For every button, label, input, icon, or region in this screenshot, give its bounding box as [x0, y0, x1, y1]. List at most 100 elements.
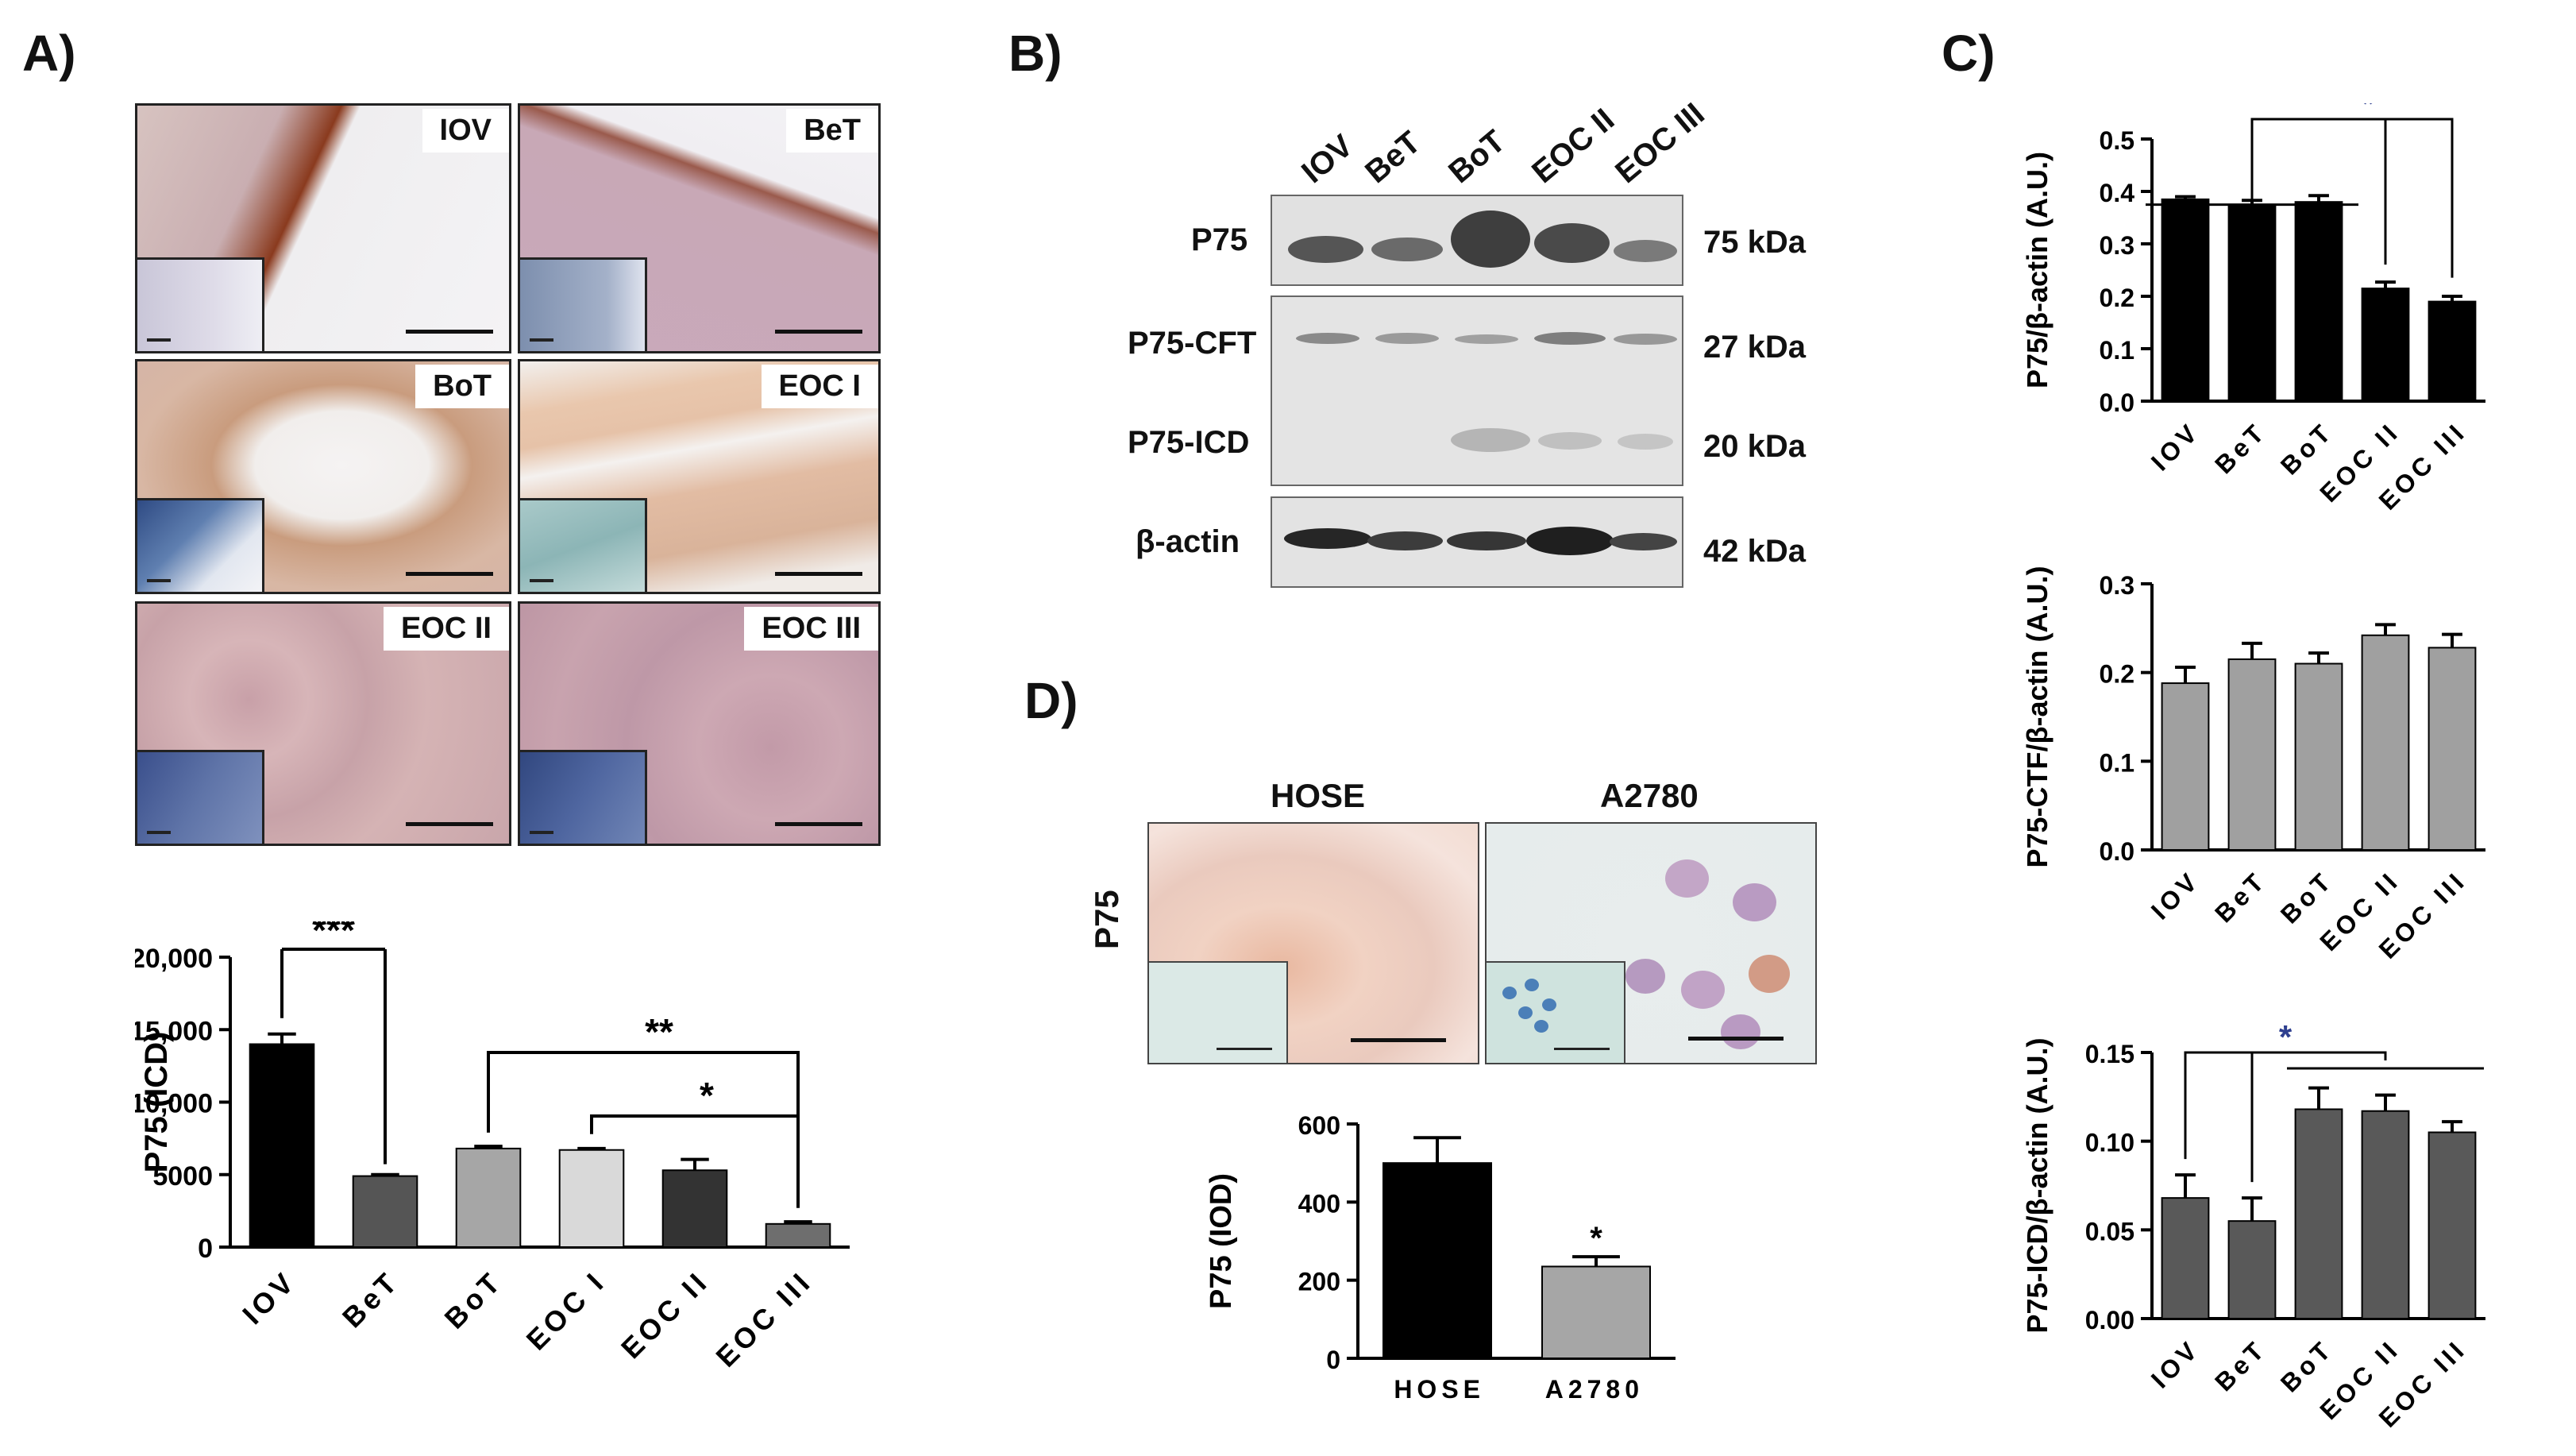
blot-row-label: P75-ICD — [1128, 425, 1250, 460]
panel-letter-c: C) — [1942, 25, 1996, 82]
sig-bracket — [590, 1114, 798, 1134]
bar — [2294, 1108, 2343, 1319]
y-tick-label: 10,000 — [135, 1089, 213, 1119]
micrograph-eoc-ii: EOC II — [135, 601, 511, 846]
y-tick-label: 5000 — [152, 1161, 213, 1191]
micrograph-label: IOV — [422, 109, 509, 153]
blot-row-label: β-actin — [1136, 524, 1240, 559]
bar — [2161, 1197, 2210, 1319]
lane-label: BoT — [1442, 123, 1512, 191]
sig-label: * — [1590, 1221, 1602, 1256]
micrograph-eoc-iii: EOC III — [518, 601, 881, 846]
sig-bracket — [2184, 1051, 2387, 1160]
bar — [765, 1222, 831, 1248]
sig-label: *** — [312, 921, 355, 951]
bar — [1541, 1265, 1651, 1359]
bar — [2294, 201, 2343, 402]
category-label: IOV — [236, 1265, 302, 1330]
category-label: BeT — [2209, 865, 2272, 928]
bar — [2361, 288, 2410, 402]
micrograph-label: BoT — [415, 365, 509, 408]
category-label: BeT — [2209, 1334, 2272, 1396]
blot-beta-actin — [1271, 496, 1683, 588]
y-tick-label: 200 — [1298, 1268, 1340, 1296]
panel-d-side-label: P75 — [1088, 890, 1125, 949]
y-tick-label: 0 — [1326, 1346, 1340, 1374]
y-tick-label: 0.10 — [2085, 1129, 2134, 1157]
y-axis-label: P75 (ICD) — [139, 1032, 174, 1173]
category-label: IOV — [2146, 865, 2205, 925]
bar — [2227, 203, 2277, 402]
y-tick-label: 0.00 — [2085, 1306, 2134, 1334]
bar — [661, 1169, 728, 1248]
y-tick-label: 0.0 — [2100, 388, 2134, 417]
y-tick-label: 0.4 — [2100, 179, 2135, 207]
kda-label: 42 kDa — [1703, 534, 1806, 569]
y-tick-label: 0.3 — [2100, 571, 2134, 600]
micrograph-a2780 — [1485, 822, 1817, 1064]
micrograph-label: EOC I — [761, 365, 878, 408]
micrograph-label: EOC III — [744, 607, 878, 651]
sig-label: * — [2279, 1018, 2293, 1056]
sig-label: * — [700, 1075, 714, 1116]
sig-label: ** — [645, 1011, 673, 1052]
bar — [2161, 682, 2210, 851]
kda-label: 20 kDa — [1703, 429, 1806, 464]
sig-label: * — [2362, 103, 2375, 122]
category-label: BoT — [438, 1265, 509, 1335]
bar — [2361, 634, 2410, 852]
sig-bracket — [487, 1051, 800, 1208]
blot-row-label: P75-CFT — [1128, 326, 1257, 361]
y-tick-label: 0.05 — [2085, 1217, 2134, 1246]
y-axis-label: P75 (IOD) — [1205, 1173, 1238, 1309]
micrograph-hose — [1147, 822, 1479, 1064]
y-tick-label: 0.3 — [2100, 231, 2134, 260]
micrograph-iov: IOV — [135, 103, 511, 353]
panel-letter-b: B) — [1008, 25, 1062, 82]
y-tick-label: 0.2 — [2100, 284, 2134, 312]
bar — [2161, 198, 2210, 403]
bar — [2361, 1110, 2410, 1319]
lane-label: EOC III — [1609, 96, 1711, 191]
y-axis-label: P75-ICD/β-actin (A.U.) — [2021, 1037, 2053, 1333]
sig-bracket — [2250, 118, 2454, 278]
chart-d-p75-iod: 0 200 400 600 HOSE A2780 P75 (IOD) * — [1205, 1111, 1676, 1404]
micrograph-label: EOC II — [383, 607, 509, 651]
category-label: HOSE — [1394, 1375, 1485, 1404]
micrograph-eoc-i: EOC I — [518, 359, 881, 594]
bar — [558, 1149, 625, 1249]
y-tick-label: 0 — [198, 1234, 213, 1264]
category-label: BeT — [2209, 416, 2272, 479]
category-label: BoT — [2275, 1334, 2339, 1397]
kda-label: 75 kDa — [1703, 225, 1806, 260]
category-label: BoT — [2275, 865, 2339, 929]
bar — [2428, 647, 2477, 852]
bar — [2294, 662, 2343, 851]
label-a2780: A2780 — [1600, 777, 1699, 814]
y-tick-label: 0.15 — [2085, 1040, 2134, 1068]
blot-p75 — [1271, 195, 1683, 286]
y-tick-label: 0.1 — [2100, 748, 2134, 777]
panel-letter-d: D) — [1024, 672, 1078, 729]
label-hose: HOSE — [1271, 777, 1366, 814]
bar — [249, 1043, 315, 1248]
bar — [1382, 1162, 1492, 1359]
blot-p75-cft-icd — [1271, 295, 1683, 486]
bar — [2428, 300, 2477, 403]
y-axis-label: P75/β-actin (A.U.) — [2021, 152, 2053, 388]
y-axis-label: P75-CTF/β-actin (A.U.) — [2021, 566, 2053, 868]
category-label: EOC III — [709, 1265, 818, 1373]
micrograph-label: BeT — [786, 109, 878, 153]
category-label: BeT — [336, 1265, 406, 1334]
y-tick-label: 0.0 — [2100, 837, 2134, 866]
category-label: EOC II — [615, 1265, 715, 1365]
blot-row-label: P75 — [1191, 222, 1248, 257]
bar — [2227, 658, 2277, 851]
y-tick-label: 0.1 — [2100, 336, 2134, 365]
lane-label: BeT — [1359, 124, 1428, 191]
bar — [352, 1175, 418, 1249]
panel-letter-a: A) — [22, 25, 76, 82]
